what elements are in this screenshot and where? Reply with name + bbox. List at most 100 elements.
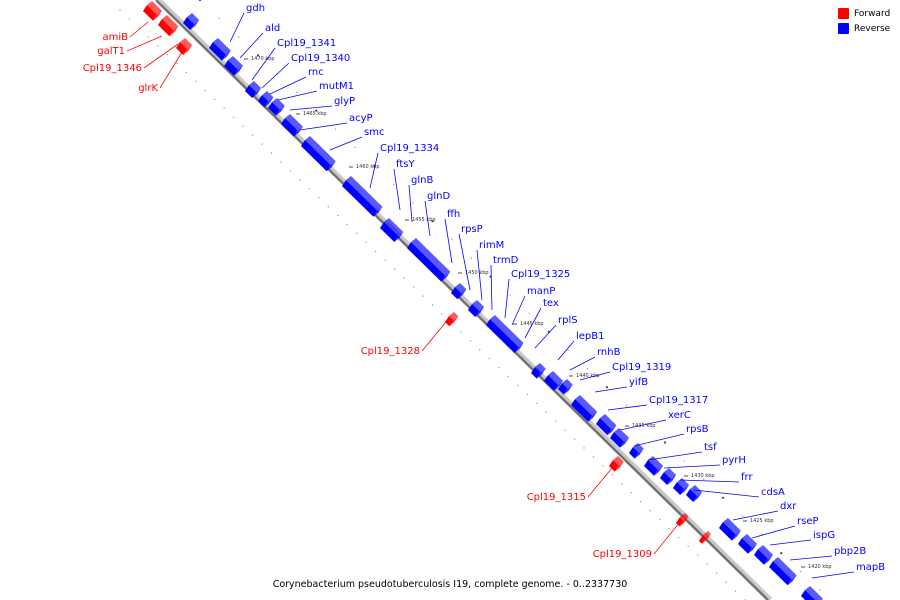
track-dot bbox=[299, 179, 301, 181]
gene-connector bbox=[653, 521, 681, 555]
track-dot bbox=[517, 384, 519, 387]
track-dot bbox=[365, 241, 367, 244]
gene-label-reverse: tsf bbox=[704, 442, 717, 453]
track-dot bbox=[147, 36, 150, 38]
track-dot bbox=[412, 286, 415, 288]
gene-reverse-block bbox=[719, 518, 741, 541]
gene-label-reverse: pyrH bbox=[722, 455, 746, 466]
gene-label-reverse: rplS bbox=[558, 315, 578, 326]
track-dot bbox=[412, 202, 414, 204]
gene-forward-block bbox=[143, 1, 162, 21]
track-dot bbox=[270, 152, 273, 154]
track-dot bbox=[308, 188, 311, 190]
track-dot bbox=[488, 357, 490, 360]
legend: Forward Reverse bbox=[838, 6, 898, 36]
tick-label: 1440 kbp bbox=[576, 373, 600, 379]
gene-reverse-block bbox=[610, 428, 629, 448]
track-dot bbox=[592, 456, 595, 458]
track-dot bbox=[214, 98, 216, 101]
track-dot bbox=[223, 107, 225, 110]
gene-reverse-block bbox=[531, 363, 546, 379]
gene-connector bbox=[490, 264, 493, 311]
gene-reverse-block bbox=[468, 300, 485, 317]
track-dot bbox=[602, 465, 604, 467]
gene-forward-block bbox=[676, 513, 689, 527]
gene-reverse-block bbox=[451, 283, 467, 300]
track-dot bbox=[528, 312, 531, 315]
gene-label-reverse: manP bbox=[527, 286, 555, 297]
gene-label-forward: amiB bbox=[102, 32, 128, 43]
gene-connector bbox=[408, 184, 413, 223]
gene-label-forward: glrK bbox=[138, 83, 158, 94]
track-dot bbox=[431, 220, 434, 223]
track-dot bbox=[451, 239, 453, 241]
gene-forward-block bbox=[176, 38, 193, 55]
track-dot bbox=[251, 134, 254, 136]
gene-label-reverse: glnB bbox=[411, 175, 433, 186]
gene-label-reverse: cdsA bbox=[761, 487, 785, 498]
forward-label: Forward bbox=[854, 8, 891, 19]
track-dot bbox=[318, 197, 320, 199]
track-dot bbox=[479, 349, 481, 351]
tick-label: 1425 kbp bbox=[750, 518, 774, 524]
gene-reverse-block bbox=[544, 371, 563, 391]
track-dot bbox=[157, 45, 159, 47]
gene-label-reverse: acyP bbox=[349, 113, 373, 124]
track-dot bbox=[470, 257, 472, 259]
track-dots bbox=[119, 0, 821, 600]
backbone-line bbox=[155, 0, 769, 600]
gene-reverse-block bbox=[224, 56, 243, 76]
track-dot bbox=[232, 116, 235, 119]
gene-connector bbox=[299, 122, 348, 131]
gene-label-reverse: trmD bbox=[493, 255, 519, 266]
gene-connector bbox=[693, 489, 760, 498]
gene-connector bbox=[129, 21, 149, 38]
gene-label-reverse: smc bbox=[364, 127, 384, 138]
track-dot bbox=[583, 447, 585, 449]
track-dot bbox=[507, 375, 509, 378]
track-dot bbox=[460, 331, 462, 333]
tick-label: 1430 kbp bbox=[691, 473, 715, 479]
gene-connector bbox=[789, 555, 833, 561]
track-dot bbox=[725, 581, 727, 583]
gene-connector bbox=[647, 451, 703, 461]
gene-connector bbox=[261, 62, 290, 89]
gene-connector bbox=[587, 467, 613, 498]
gene-label-reverse: dxr bbox=[780, 501, 797, 512]
tick-label: 1460 kbp bbox=[356, 164, 380, 170]
gene-connector bbox=[277, 90, 318, 101]
gene-connector bbox=[458, 233, 471, 291]
gene-label-reverse: rpsP bbox=[461, 224, 483, 235]
gene-reverse-block bbox=[558, 379, 573, 395]
gene-reverse-block bbox=[738, 534, 757, 554]
gene-connector bbox=[143, 43, 179, 69]
gene-forward-block bbox=[609, 456, 624, 472]
tick-label: 1455 kbp bbox=[412, 217, 436, 223]
track-dot bbox=[238, 36, 240, 38]
track-dot bbox=[337, 214, 339, 217]
track-dot bbox=[678, 536, 680, 539]
gene-label-reverse: ispG bbox=[813, 530, 835, 541]
track-dot bbox=[441, 313, 443, 315]
gene-label-reverse: lepB1 bbox=[576, 331, 605, 342]
gene-connector bbox=[476, 249, 483, 301]
track-dot bbox=[734, 590, 737, 592]
track-dot bbox=[384, 259, 386, 261]
gene-reverse-block bbox=[380, 218, 404, 242]
track-dot bbox=[722, 496, 725, 499]
gene-connector bbox=[633, 433, 685, 447]
gene-connector bbox=[269, 76, 307, 95]
track-dot bbox=[375, 250, 377, 253]
track-dot bbox=[605, 386, 609, 389]
track-dot bbox=[128, 18, 131, 20]
gene-connector bbox=[504, 278, 510, 319]
gene-label-reverse: frr bbox=[741, 472, 753, 483]
legend-reverse: Reverse bbox=[838, 21, 898, 36]
track-dot bbox=[119, 9, 121, 11]
track-dot bbox=[393, 183, 395, 186]
tick-label: 1435 kbp bbox=[632, 423, 656, 429]
gene-reverse-block bbox=[245, 81, 262, 98]
gene-label-reverse: yifB bbox=[629, 377, 648, 388]
